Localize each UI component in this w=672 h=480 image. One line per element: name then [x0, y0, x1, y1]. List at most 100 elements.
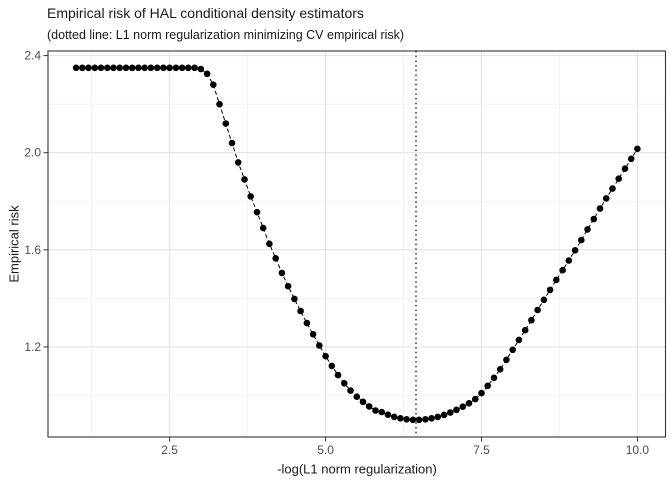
data-point: [297, 307, 304, 315]
data-point: [259, 224, 267, 232]
data-point: [85, 64, 92, 72]
data-point: [328, 362, 336, 370]
data-point: [634, 145, 641, 153]
data-point: [216, 100, 223, 108]
data-point: [241, 176, 248, 183]
data-point: [234, 159, 242, 166]
data-point: [197, 65, 205, 73]
data-point: [178, 64, 186, 72]
data-point: [534, 306, 541, 314]
data-point: [153, 64, 161, 72]
data-point: [403, 416, 410, 423]
data-point: [540, 296, 548, 304]
data-point: [459, 403, 467, 411]
y-tick-label: 2.4: [24, 49, 41, 63]
data-point: [602, 195, 610, 202]
y-axis-title: Empirical risk: [6, 205, 22, 283]
data-point: [590, 215, 598, 223]
y-tick-label: 1.2: [24, 340, 41, 354]
data-point: [472, 395, 479, 403]
data-point: [496, 366, 504, 373]
data-point: [141, 64, 148, 72]
data-point: [565, 257, 573, 264]
data-point: [104, 64, 111, 72]
data-point: [415, 416, 423, 424]
data-point: [309, 331, 317, 338]
chart-subtitle: (dotted line: L1 norm regularization min…: [47, 28, 405, 42]
data-point: [116, 64, 123, 72]
data-point: [166, 64, 173, 72]
data-point: [278, 269, 286, 277]
data-point: [490, 374, 498, 382]
x-tick-label: 7.5: [473, 443, 490, 457]
data-point: [447, 409, 454, 416]
data-point: [465, 400, 473, 407]
data-point: [72, 64, 80, 72]
data-point: [627, 155, 635, 163]
data-point: [609, 185, 616, 192]
y-tick-label: 1.6: [24, 243, 41, 257]
data-point: [191, 64, 198, 72]
data-point: [222, 120, 230, 127]
y-tick-label: 2.0: [24, 146, 41, 160]
data-point: [578, 236, 585, 244]
data-point: [553, 276, 560, 284]
chart-title: Empirical risk of HAL conditional densit…: [47, 5, 364, 21]
data-point: [521, 326, 529, 334]
data-point: [316, 342, 323, 349]
data-point: [584, 226, 591, 233]
data-point: [515, 336, 523, 344]
data-point: [79, 64, 86, 72]
data-point: [247, 193, 254, 200]
data-point: [185, 64, 192, 72]
data-point: [372, 407, 379, 414]
data-point: [365, 403, 373, 410]
data-point: [621, 165, 629, 172]
data-point: [503, 356, 510, 364]
data-point: [122, 64, 130, 72]
data-point: [303, 319, 311, 327]
data-point: [615, 175, 622, 182]
data-point: [440, 411, 448, 419]
data-point: [284, 282, 292, 290]
x-tick-label: 10.0: [626, 443, 650, 457]
data-point: [359, 398, 367, 406]
data-point: [266, 240, 273, 248]
data-point: [428, 415, 435, 422]
data-point: [272, 254, 280, 262]
data-point: [203, 70, 211, 78]
data-point: [128, 64, 136, 72]
data-point: [334, 371, 342, 379]
data-point: [91, 64, 99, 72]
data-point: [478, 389, 485, 397]
data-point: [228, 139, 236, 147]
data-point: [341, 380, 348, 387]
data-point: [147, 64, 155, 72]
data-point: [210, 81, 217, 88]
data-point: [135, 64, 142, 72]
data-point: [434, 413, 442, 421]
x-tick-label: 5.0: [317, 443, 334, 457]
panel-border: [47, 50, 667, 438]
data-point: [409, 416, 417, 424]
data-point: [160, 64, 167, 72]
data-point: [390, 413, 398, 421]
x-axis-title: -log(L1 norm regularization): [277, 461, 437, 477]
data-point: [546, 286, 554, 294]
data-point: [378, 408, 386, 416]
data-point: [528, 316, 535, 324]
data-point: [291, 295, 298, 303]
data-point: [571, 247, 579, 254]
data-point: [484, 382, 492, 390]
data-point: [596, 205, 604, 212]
data-point: [347, 387, 354, 394]
data-point: [353, 393, 361, 401]
data-point: [559, 266, 566, 274]
data-point: [453, 406, 460, 414]
data-point: [509, 346, 516, 354]
data-point: [172, 64, 180, 72]
data-point: [422, 416, 429, 423]
x-tick-label: 2.5: [161, 443, 178, 457]
